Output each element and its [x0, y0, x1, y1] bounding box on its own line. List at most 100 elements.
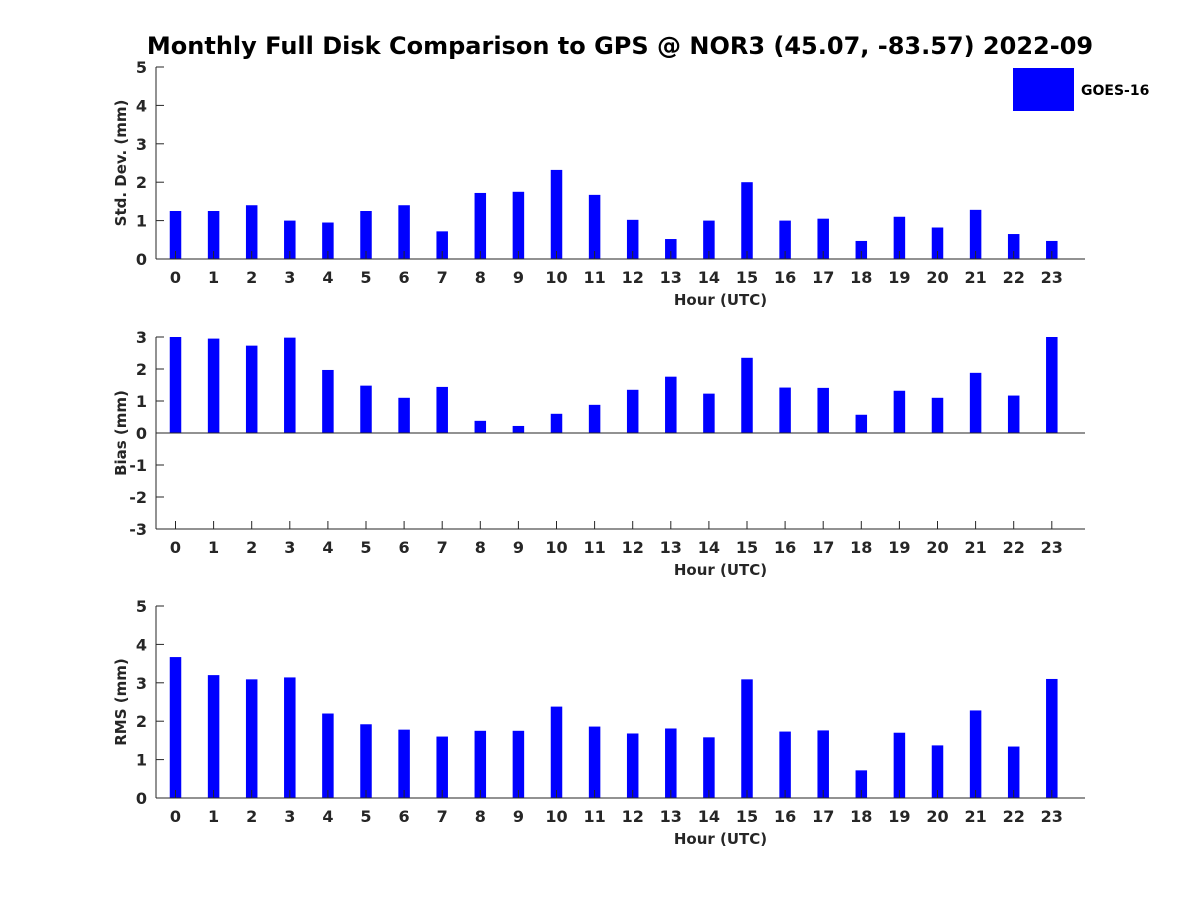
bias-x-tick-label: 3	[284, 538, 295, 557]
rms-x-tick-label: 20	[926, 807, 948, 826]
std-dev-x-tick-label: 22	[1003, 268, 1025, 287]
std-dev-x-tick-label: 23	[1041, 268, 1063, 287]
bias-x-tick-label: 5	[360, 538, 371, 557]
rms-x-tick-label: 23	[1041, 807, 1063, 826]
rms-bar	[245, 679, 258, 798]
rms-x-tick-label: 22	[1003, 807, 1025, 826]
rms-x-tick-label: 16	[774, 807, 796, 826]
rms-x-tick-label: 1	[208, 807, 219, 826]
rms-bar	[931, 745, 944, 798]
rms-bar	[1007, 746, 1020, 798]
std-dev-bar	[703, 220, 715, 259]
bias-bar	[436, 386, 448, 433]
bias-bar	[779, 387, 791, 433]
rms-bar	[1046, 678, 1058, 798]
std-dev-y-axis-label: Std. Dev. (mm)	[112, 100, 130, 227]
bias-x-tick-label: 4	[322, 538, 333, 557]
rms-bar	[626, 733, 639, 798]
rms-bar	[360, 724, 372, 798]
bias-bar	[855, 414, 868, 433]
rms-bar	[436, 736, 448, 798]
std-dev-x-tick-label: 7	[437, 268, 448, 287]
bias-y-tick-label: -3	[129, 520, 147, 539]
legend-label: GOES-16	[1081, 83, 1149, 99]
std-dev-x-tick-label: 17	[812, 268, 834, 287]
bias-bar	[741, 357, 753, 433]
std-dev-x-tick-label: 18	[850, 268, 872, 287]
rms-x-tick-label: 8	[475, 807, 486, 826]
bias-bar	[893, 390, 906, 433]
std-dev-bar	[284, 220, 296, 259]
bias-bar	[817, 387, 829, 433]
bias-x-tick-label: 11	[583, 538, 605, 557]
rms-y-tick-label: 0	[136, 789, 147, 808]
rms-x-tick-label: 11	[583, 807, 605, 826]
std-dev-bar	[245, 205, 258, 259]
std-dev-bar	[817, 218, 829, 259]
std-dev-x-tick-label: 8	[475, 268, 486, 287]
std-dev-bar	[207, 211, 220, 259]
rms-y-tick-label: 1	[136, 751, 147, 770]
bias-bar	[1046, 337, 1058, 433]
rms-x-tick-label: 18	[850, 807, 872, 826]
rms-x-tick-label: 3	[284, 807, 295, 826]
std-dev-x-tick-label: 15	[736, 268, 758, 287]
std-dev-y-tick-label: 1	[136, 212, 147, 231]
std-dev-x-tick-label: 12	[622, 268, 644, 287]
std-dev-bar	[550, 169, 563, 259]
rms-y-axis-label: RMS (mm)	[112, 658, 130, 745]
bias-y-axis-label: Bias (mm)	[112, 390, 130, 476]
std-dev-x-tick-label: 0	[170, 268, 181, 287]
std-dev-bar	[969, 209, 982, 259]
rms-bar	[588, 726, 601, 798]
bias-x-tick-label: 6	[399, 538, 410, 557]
rms-bar	[322, 713, 334, 798]
rms-bar	[169, 657, 182, 798]
bias-x-tick-label: 2	[246, 538, 257, 557]
bias-x-tick-label: 7	[437, 538, 448, 557]
std-dev-y-tick-label: 0	[136, 250, 147, 269]
rms-x-tick-label: 0	[170, 807, 181, 826]
rms-y-tick-label: 2	[136, 712, 147, 731]
legend-swatch	[1013, 68, 1074, 111]
bias-x-tick-label: 1	[208, 538, 219, 557]
bias-x-tick-label: 18	[850, 538, 872, 557]
std-dev-bar	[626, 219, 639, 259]
bias-x-tick-label: 20	[926, 538, 948, 557]
rms-bar	[398, 729, 410, 798]
legend: GOES-16	[1013, 68, 1149, 111]
bias-y-tick-label: -1	[129, 456, 147, 475]
std-dev-bar	[169, 211, 182, 259]
std-dev-bar	[1007, 234, 1020, 259]
std-dev-bar	[512, 191, 525, 259]
bias-bar	[1007, 395, 1020, 433]
rms-y-tick-label: 5	[136, 597, 147, 616]
rms-bar	[703, 737, 715, 798]
std-dev-y-tick-label: 2	[136, 173, 147, 192]
bias-x-tick-label: 21	[964, 538, 986, 557]
std-dev-bar	[436, 231, 448, 259]
bias-bar	[512, 425, 525, 433]
bias-bar	[626, 389, 639, 433]
bias-bar	[931, 397, 944, 433]
std-dev-x-tick-label: 19	[888, 268, 910, 287]
bias-x-tick-label: 16	[774, 538, 796, 557]
bias-bar	[588, 404, 601, 433]
std-dev-x-tick-label: 14	[698, 268, 720, 287]
rms-x-tick-label: 10	[545, 807, 567, 826]
std-dev-x-tick-label: 9	[513, 268, 524, 287]
std-dev-x-tick-label: 1	[208, 268, 219, 287]
rms-x-tick-label: 5	[360, 807, 371, 826]
bias-x-tick-label: 23	[1041, 538, 1063, 557]
rms-bar	[512, 730, 525, 798]
rms-bar	[207, 675, 220, 798]
bias-x-tick-label: 17	[812, 538, 834, 557]
bias-bar	[665, 376, 677, 433]
std-dev-x-tick-label: 4	[322, 268, 333, 287]
rms-bar	[855, 770, 868, 798]
std-dev-bar	[360, 211, 372, 259]
rms-x-tick-label: 7	[437, 807, 448, 826]
rms-bar	[665, 728, 677, 798]
